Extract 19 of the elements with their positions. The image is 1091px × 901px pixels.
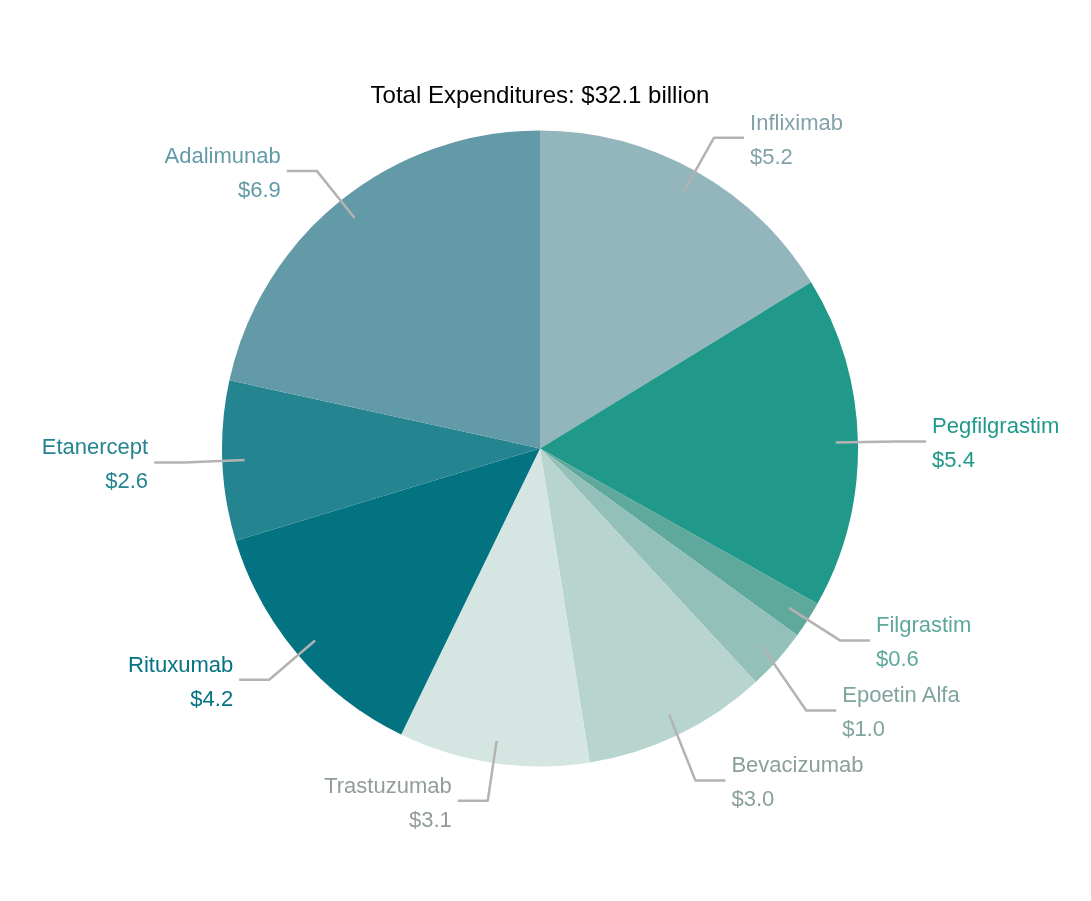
slice-label: Adalimunab: [164, 142, 281, 168]
data-label: $3.1: [408, 806, 452, 832]
data-label: $0.6: [875, 646, 919, 672]
data-label: $5.2: [750, 143, 793, 169]
slice-label: Filgrastim: [875, 612, 972, 638]
slice-label: Trastuzumab: [324, 772, 452, 798]
slice-label: Etanercept: [41, 434, 149, 460]
slice-label: Pegfilgrastim: [932, 413, 1060, 439]
data-label: $3.0: [731, 786, 775, 812]
data-label: $6.9: [237, 176, 281, 202]
data-label: $5.4: [932, 447, 975, 473]
slice-label: Bevacizumab: [731, 752, 864, 778]
data-label: $2.6: [105, 468, 149, 494]
slice-label: Epoetin Alfa: [842, 682, 961, 708]
data-label: $4.2: [190, 685, 234, 711]
data-label: $1.0: [842, 716, 886, 742]
chart-title: Total Expenditures: $32.1 billion: [370, 81, 710, 109]
slice-label: Infliximab: [750, 109, 843, 135]
slice-label: Rituxumab: [128, 651, 234, 677]
